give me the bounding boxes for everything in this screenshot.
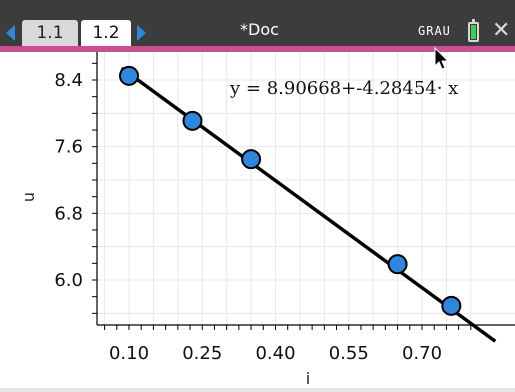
tab-page-1-2[interactable]: 1.2 — [81, 20, 131, 46]
tab-page-1-1[interactable]: 1.1 — [22, 20, 78, 46]
x-tick-label: 0.25 — [182, 343, 222, 364]
data-points — [119, 65, 462, 316]
next-page-arrow-icon[interactable] — [137, 25, 146, 41]
x-tick-label: 0.55 — [329, 343, 369, 364]
battery-icon — [468, 19, 479, 42]
close-icon[interactable]: ✕ — [492, 18, 511, 43]
graph-area[interactable]: 0.10 0.25 0.40 0.55 0.70 6.0 6.8 7.6 8.4 y = 8.… — [0, 52, 515, 388]
x-axis-label: i — [306, 369, 310, 388]
data-point[interactable] — [387, 254, 408, 275]
x-tick-label: 0.10 — [109, 343, 149, 364]
data-point[interactable] — [241, 149, 262, 170]
y-tick-labels: 6.0 6.8 7.6 8.4 — [54, 70, 83, 291]
previous-page-arrow-icon[interactable] — [6, 25, 15, 41]
x-tick-label: 0.70 — [402, 343, 442, 364]
x-tick-label: 0.40 — [255, 343, 295, 364]
angle-mode-indicator: GRAU — [418, 24, 451, 38]
document-toolbar: 1.1 1.2 *Doc GRAU ✕ — [0, 0, 515, 52]
axis-ticks — [92, 62, 472, 330]
y-tick-label: 7.6 — [54, 137, 83, 158]
data-point[interactable] — [182, 110, 203, 131]
regression-line[interactable] — [120, 66, 497, 343]
bottom-edge — [0, 388, 515, 392]
data-point[interactable] — [119, 65, 139, 86]
y-tick-label: 6.0 — [54, 270, 83, 291]
gridlines — [97, 52, 515, 325]
toolbar-divider — [0, 46, 515, 52]
x-tick-labels: 0.10 0.25 0.40 0.55 0.70 — [109, 343, 442, 364]
document-title: *Doc — [240, 20, 279, 39]
y-axis-label: u — [19, 192, 38, 202]
regression-equation[interactable]: y = 8.90668+-4.28454· x — [229, 78, 458, 99]
y-tick-label: 8.4 — [54, 70, 83, 91]
y-tick-label: 6.8 — [54, 203, 83, 224]
mouse-cursor-icon — [434, 46, 450, 70]
data-point[interactable] — [441, 295, 462, 316]
